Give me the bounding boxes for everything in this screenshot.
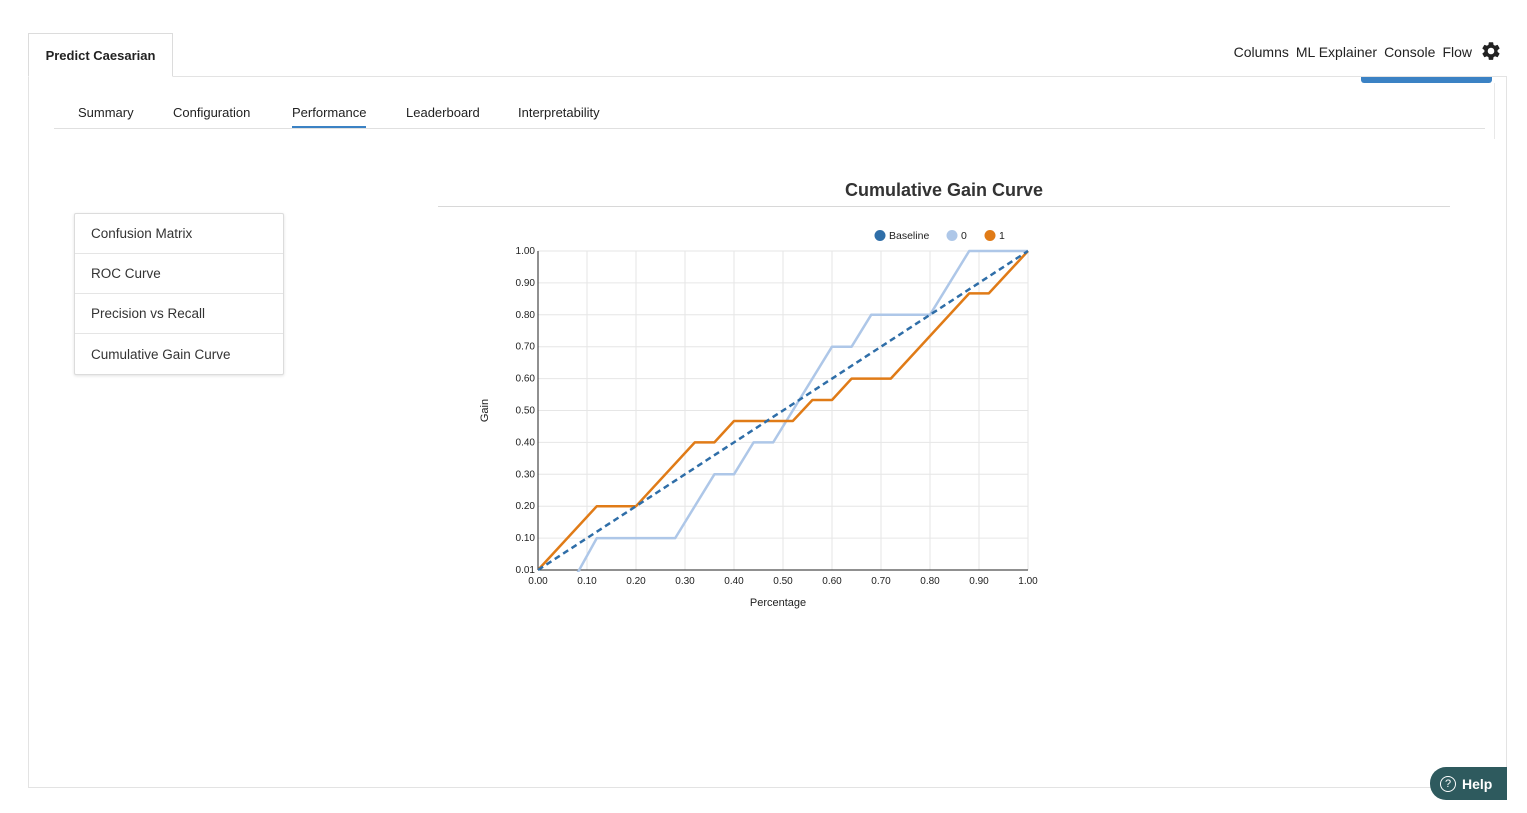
nav-console[interactable]: Console xyxy=(1384,44,1436,60)
action-button-edge[interactable] xyxy=(1361,77,1492,83)
y-tick-label: 0.70 xyxy=(516,342,536,353)
tab-summary[interactable]: Summary xyxy=(78,105,134,120)
y-tick-label: 0.10 xyxy=(516,533,536,544)
tab-interpretability[interactable]: Interpretability xyxy=(518,105,600,120)
x-tick-label: 0.70 xyxy=(871,576,891,587)
nav-flow[interactable]: Flow xyxy=(1442,44,1472,60)
cumulative-gain-chart: 0.00 0.10 0.20 0.30 0.40 0.50 0.60 0.70 0.80 0.90… xyxy=(479,230,1038,609)
help-button[interactable]: ? Help xyxy=(1430,767,1507,800)
chart-title: Cumulative Gain Curve xyxy=(844,180,1044,200)
legend-entry: Baseline xyxy=(889,230,929,242)
top-nav: Columns ML Explainer Console Flow xyxy=(1234,44,1472,60)
x-tick-label: 0.30 xyxy=(675,576,695,587)
nav-ml-explainer[interactable]: ML Explainer xyxy=(1295,44,1378,60)
x-tick-label: 0.60 xyxy=(822,576,842,587)
gear-icon[interactable] xyxy=(1480,40,1502,62)
menu-item-cumulative-gain[interactable]: Cumulative Gain Curve xyxy=(91,346,231,362)
menu-item-roc-curve[interactable]: ROC Curve xyxy=(75,254,283,294)
y-tick-label: 0.20 xyxy=(516,501,536,512)
tab-leaderboard[interactable]: Leaderboard xyxy=(406,105,480,120)
series-line-1 xyxy=(538,250,1029,571)
x-tick-label: 0.10 xyxy=(577,576,597,587)
x-tick-label: 1.00 xyxy=(1018,576,1038,587)
legend-marker xyxy=(946,230,958,241)
series-line-baseline xyxy=(538,249,1029,572)
legend-entry: 0 xyxy=(961,230,967,242)
x-tick-label: 0.40 xyxy=(724,576,744,587)
divider xyxy=(1494,83,1495,139)
x-tick-label: 0.20 xyxy=(626,576,646,587)
y-tick-label: 0.90 xyxy=(516,278,536,289)
tab-predict-caesarian[interactable]: Predict Caesarian xyxy=(28,33,173,77)
main-panel xyxy=(28,76,1507,788)
nav-columns[interactable]: Columns xyxy=(1233,44,1289,60)
y-tick-label: 0.01 xyxy=(516,565,536,576)
y-tick-label: 0.60 xyxy=(516,374,536,385)
y-tick-label: 0.50 xyxy=(516,406,536,417)
y-axis-label: Gain xyxy=(479,399,491,422)
performance-menu: Confusion Matrix ROC Curve Precision vs … xyxy=(74,213,284,375)
legend-marker xyxy=(984,230,996,241)
x-tick-label: 0.90 xyxy=(969,576,989,587)
x-tick-label: 0.50 xyxy=(773,576,793,587)
x-axis-label: Percentage xyxy=(750,597,806,609)
menu-item-confusion-matrix[interactable]: Confusion Matrix xyxy=(75,214,283,254)
subtab-bar: Summary Configuration Performance Leader… xyxy=(54,98,1485,129)
y-tick-label: 0.40 xyxy=(516,437,536,448)
y-tick-label: 0.30 xyxy=(516,469,536,480)
tab-divider xyxy=(172,76,1507,77)
title-divider xyxy=(438,206,1450,207)
y-tick-label: 1.00 xyxy=(516,246,536,257)
tab-performance[interactable]: Performance xyxy=(292,105,367,128)
legend-entry: 1 xyxy=(999,230,1005,242)
question-icon: ? xyxy=(1440,775,1456,792)
help-label: Help xyxy=(1462,775,1493,792)
series-line-0 xyxy=(576,249,1028,572)
menu-item-precision-recall[interactable]: Precision vs Recall xyxy=(75,294,283,334)
legend-marker xyxy=(874,230,886,241)
tab-configuration[interactable]: Configuration xyxy=(173,105,251,120)
x-tick-label: 0.80 xyxy=(920,576,940,587)
x-tick-label: 0.00 xyxy=(528,576,548,587)
y-tick-label: 0.80 xyxy=(516,310,536,321)
